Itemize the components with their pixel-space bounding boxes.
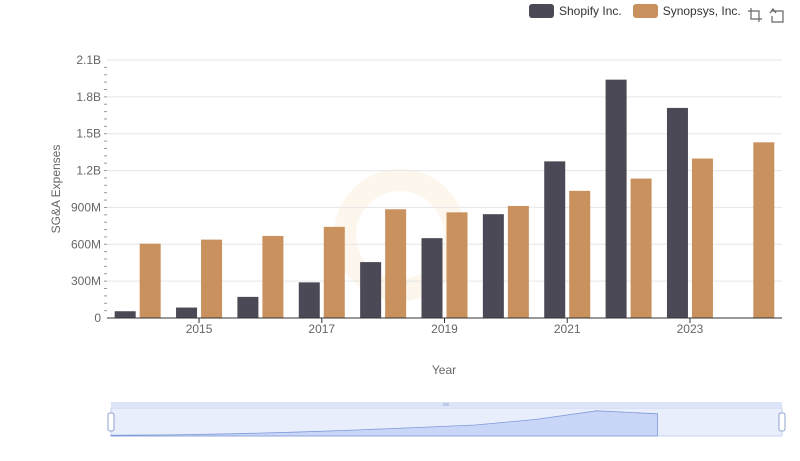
bar-shopify-2016[interactable] — [237, 296, 259, 318]
bar-synopsys-2017[interactable] — [323, 226, 345, 318]
x-tick-label: 2015 — [186, 322, 213, 336]
y-tick-label: 900M — [71, 200, 101, 214]
bar-synopsys-2015[interactable] — [201, 239, 223, 318]
toolbox — [747, 7, 791, 23]
bar-shopify-2023[interactable] — [666, 107, 688, 319]
legend: Shopify Inc. Synopsys, Inc. — [529, 4, 752, 18]
legend-swatch-synopsys — [632, 4, 658, 18]
datazoom-slider[interactable] — [107, 402, 786, 437]
bar-synopsys-2022[interactable] — [630, 178, 652, 318]
datazoom-left-handle[interactable] — [107, 412, 115, 432]
bar-synopsys-2021[interactable] — [569, 190, 591, 318]
x-tick-label: 2017 — [308, 322, 335, 336]
bar-shopify-2020[interactable] — [482, 214, 504, 318]
y-tick-label: 1.8B — [76, 90, 101, 104]
x-axis: 2015 2017 2019 2021 2023 — [107, 317, 782, 336]
y-axis-title: SG&A Expenses — [49, 145, 63, 234]
bars — [114, 79, 775, 319]
x-axis-title: Year — [432, 363, 456, 377]
x-tick-label: 2021 — [554, 322, 581, 336]
bar-synopsys-2014[interactable] — [139, 243, 161, 318]
legend-item-shopify[interactable]: Shopify Inc. — [529, 4, 622, 18]
bar-shopify-2017[interactable] — [298, 282, 320, 318]
x-tick-label: 2023 — [677, 322, 704, 336]
x-tick-label: 2019 — [431, 322, 458, 336]
y-tick-label: 1.2B — [76, 164, 101, 178]
legend-item-synopsys[interactable]: Synopsys, Inc. — [632, 4, 741, 18]
zoom-icon[interactable] — [747, 7, 763, 23]
legend-label-synopsys: Synopsys, Inc. — [662, 4, 741, 18]
bar-synopsys-2023[interactable] — [691, 158, 713, 318]
y-tick-label: 0 — [94, 311, 101, 325]
bar-shopify-2018[interactable] — [360, 262, 382, 318]
y-tick-label: 300M — [71, 274, 101, 288]
datazoom-preview-area — [110, 410, 658, 437]
bar-synopsys-2020[interactable] — [507, 205, 529, 318]
bar-shopify-2022[interactable] — [605, 79, 627, 319]
bar-synopsys-2016[interactable] — [262, 235, 284, 318]
bar-shopify-2014[interactable] — [114, 311, 136, 318]
restore-icon[interactable] — [769, 7, 785, 23]
y-tick-label: 2.1B — [76, 53, 101, 67]
y-tick-label: 600M — [71, 237, 101, 251]
bar-synopsys-2018[interactable] — [385, 209, 407, 318]
y-axis: 0 300M 600M 900M 1.2B 1.5B 1.8B 2.1B — [71, 53, 107, 325]
legend-label-shopify: Shopify Inc. — [559, 4, 622, 18]
bar-synopsys-2024[interactable] — [753, 142, 775, 318]
datazoom-grip — [443, 403, 449, 406]
datazoom-right-handle[interactable] — [778, 412, 786, 432]
y-tick-label: 1.5B — [76, 127, 101, 141]
legend-swatch-shopify — [529, 4, 554, 18]
bar-shopify-2015[interactable] — [176, 307, 198, 318]
bar-synopsys-2019[interactable] — [446, 212, 468, 318]
bar-shopify-2021[interactable] — [544, 161, 566, 318]
bar-shopify-2019[interactable] — [421, 238, 443, 318]
